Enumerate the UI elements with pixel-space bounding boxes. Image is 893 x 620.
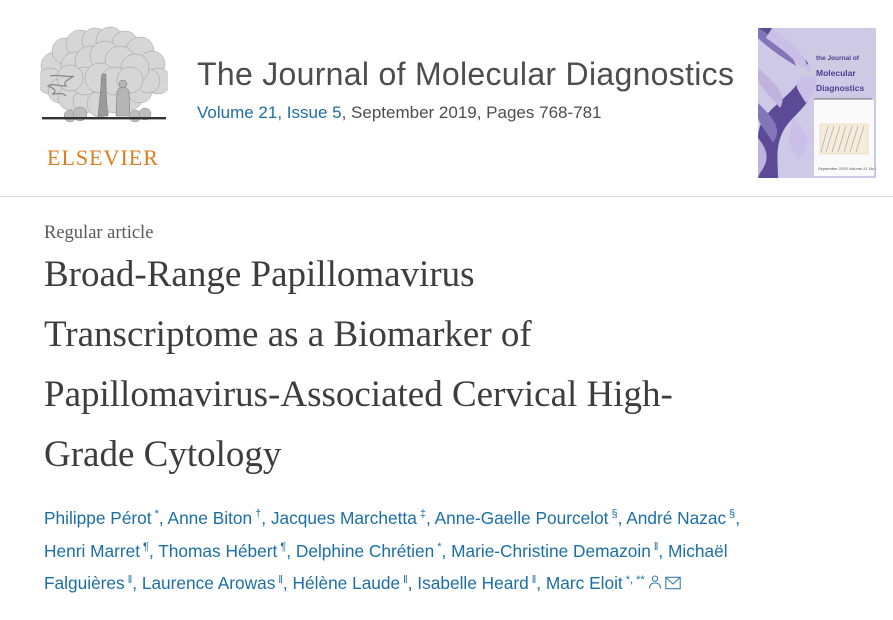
svg-text:Molecular: Molecular <box>816 68 856 78</box>
svg-text:September 2019 Volume 21 No 5: September 2019 Volume 21 No 5 <box>818 166 876 171</box>
svg-text:Diagnostics: Diagnostics <box>816 83 864 93</box>
svg-text:the Journal of: the Journal of <box>816 55 860 62</box>
